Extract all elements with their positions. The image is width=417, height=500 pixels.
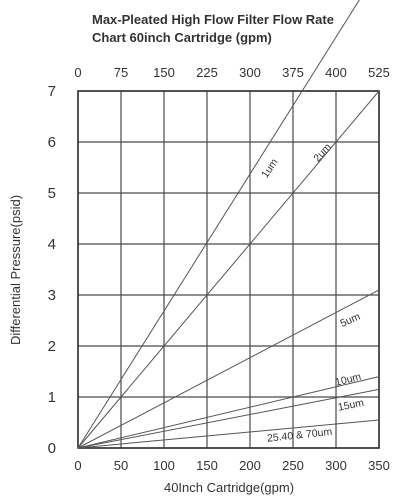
y-tick-label: 5 (48, 185, 56, 202)
series-label: 1um (259, 156, 281, 180)
x-tick-label: 200 (239, 458, 261, 473)
x-tick-label: 350 (368, 458, 390, 473)
chart-title-line-1: Max-Pleated High Flow Filter Flow Rate (92, 12, 334, 27)
series-label: 2um (311, 141, 334, 164)
secondary-x-tick-label: 300 (239, 65, 261, 80)
series-label: 15um (337, 397, 365, 414)
y-tick-label: 2 (48, 338, 56, 355)
x-tick-label: 150 (196, 458, 218, 473)
y-tick-label: 3 (48, 287, 56, 304)
y-tick-label: 6 (48, 134, 56, 151)
series-line (77, 388, 380, 449)
y-tick-label: 4 (48, 236, 56, 253)
x-axis-label: 40Inch Cartridge(gpm) (164, 480, 294, 495)
secondary-x-axis-ticks: 0 75 150 225 300 375 400 525 (74, 65, 389, 80)
secondary-x-tick-label: 150 (153, 65, 175, 80)
x-tick-label: 0 (74, 458, 81, 473)
y-axis-ticks: 0 1 2 3 4 5 6 7 (48, 83, 56, 457)
y-axis-label: Differential Pressure(psid) (8, 195, 23, 345)
chart-title-line-2: Chart 60inch Cartridge (gpm) (92, 30, 272, 45)
secondary-x-tick-label: 0 (74, 65, 81, 80)
series-label: 5um (339, 311, 363, 330)
y-tick-label: 1 (48, 389, 56, 406)
series-line (77, 90, 380, 449)
x-tick-label: 250 (282, 458, 304, 473)
x-axis-ticks: 0 50 100 150 200 250 300 350 (74, 458, 389, 473)
plot-frame (77, 90, 380, 449)
series-label: 10um (334, 371, 363, 389)
series-line (77, 0, 360, 449)
secondary-x-tick-label: 525 (368, 65, 390, 80)
x-tick-label: 50 (114, 458, 128, 473)
series-lines (77, 0, 380, 449)
secondary-x-tick-label: 225 (196, 65, 218, 80)
series-line (77, 419, 380, 449)
series-line (77, 289, 380, 449)
y-tick-label: 0 (48, 440, 56, 457)
y-tick-label: 7 (48, 83, 56, 100)
x-tick-label: 100 (153, 458, 175, 473)
secondary-x-tick-label: 375 (282, 65, 304, 80)
secondary-x-tick-label: 75 (114, 65, 128, 80)
x-tick-label: 300 (325, 458, 347, 473)
secondary-x-tick-label: 400 (325, 65, 347, 80)
series-label: 25.40 & 70um (266, 426, 333, 445)
grid (77, 90, 380, 449)
series-line (77, 376, 380, 449)
